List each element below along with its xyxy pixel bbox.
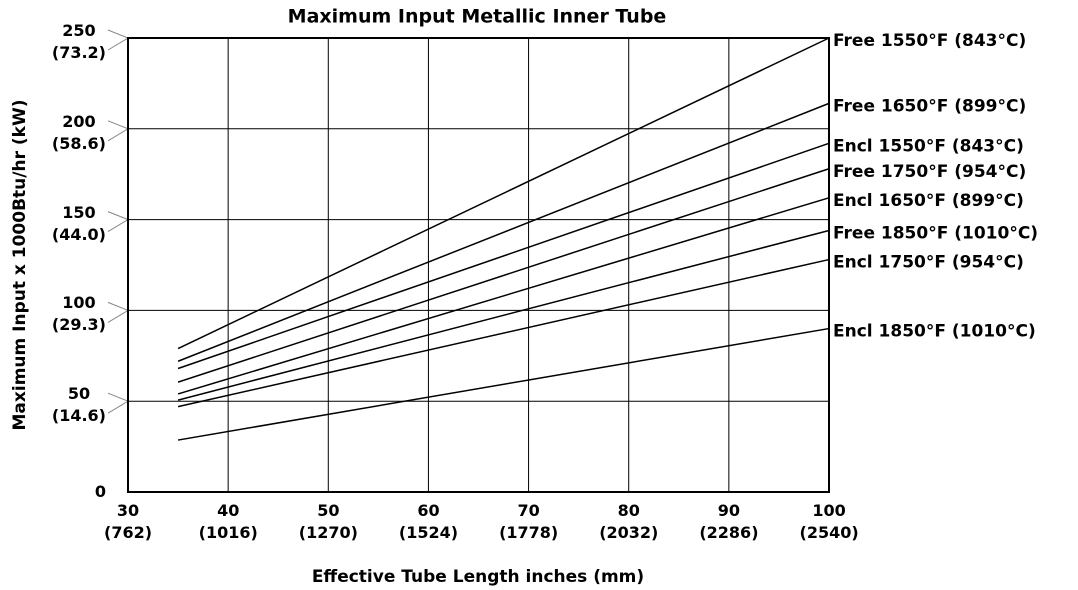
y-tick-mark [107, 211, 130, 233]
y-tick-label: 0 [94, 482, 106, 501]
x-tick-label: 50 (1270) [298, 501, 358, 542]
x-tick-label: 60 (1524) [398, 501, 459, 542]
x-axis-label: Effective Tube Length inches (mm) [312, 567, 644, 587]
x-tick-label: 90 (2286) [699, 501, 759, 542]
series-label: Free 1850°F (1010°C) [833, 223, 1038, 243]
series-label: Encl 1550°F (843°C) [833, 136, 1024, 156]
series-line [177, 102, 830, 362]
y-tick-mark [107, 120, 130, 142]
y-tick-label: 250 (73.2) [51, 21, 106, 62]
x-tick-label: 30 (762) [104, 501, 153, 542]
chart-title: Maximum Input Metallic Inner Tube [288, 6, 667, 28]
y-tick-mark [107, 392, 130, 414]
series-line [177, 258, 830, 408]
y-tick-mark [107, 29, 130, 51]
x-tick-label: 80 (2032) [599, 501, 659, 542]
y-tick-label: 50 (14.6) [51, 384, 106, 426]
series-label: Encl 1650°F (899°C) [833, 191, 1024, 211]
x-tick-label: 100 (2540) [799, 501, 859, 542]
y-tick-mark [107, 301, 130, 323]
y-tick-label: 150 (44.0) [51, 202, 106, 244]
y-tick-label: 100 (29.3) [51, 293, 106, 335]
series-line [177, 142, 830, 370]
series-line [177, 327, 830, 441]
series-label: Encl 1850°F (1010°C) [833, 322, 1036, 342]
series-line [177, 197, 830, 395]
x-tick-label: 70 (1778) [499, 501, 559, 542]
series-line [177, 168, 830, 383]
series-label: Free 1750°F (954°C) [833, 162, 1026, 182]
series-label: Free 1650°F (899°C) [833, 96, 1026, 116]
x-tick-label: 40 (1016) [198, 501, 258, 542]
series-line [177, 37, 830, 350]
plot-frame [127, 37, 830, 493]
series-label: Encl 1750°F (954°C) [833, 253, 1024, 273]
series-label: Free 1550°F (843°C) [833, 31, 1026, 51]
series-line [177, 229, 830, 401]
y-tick-label: 200 (58.6) [51, 111, 106, 153]
y-axis-label: Maximum Input x 1000Btu/hr (kW) [10, 100, 30, 431]
